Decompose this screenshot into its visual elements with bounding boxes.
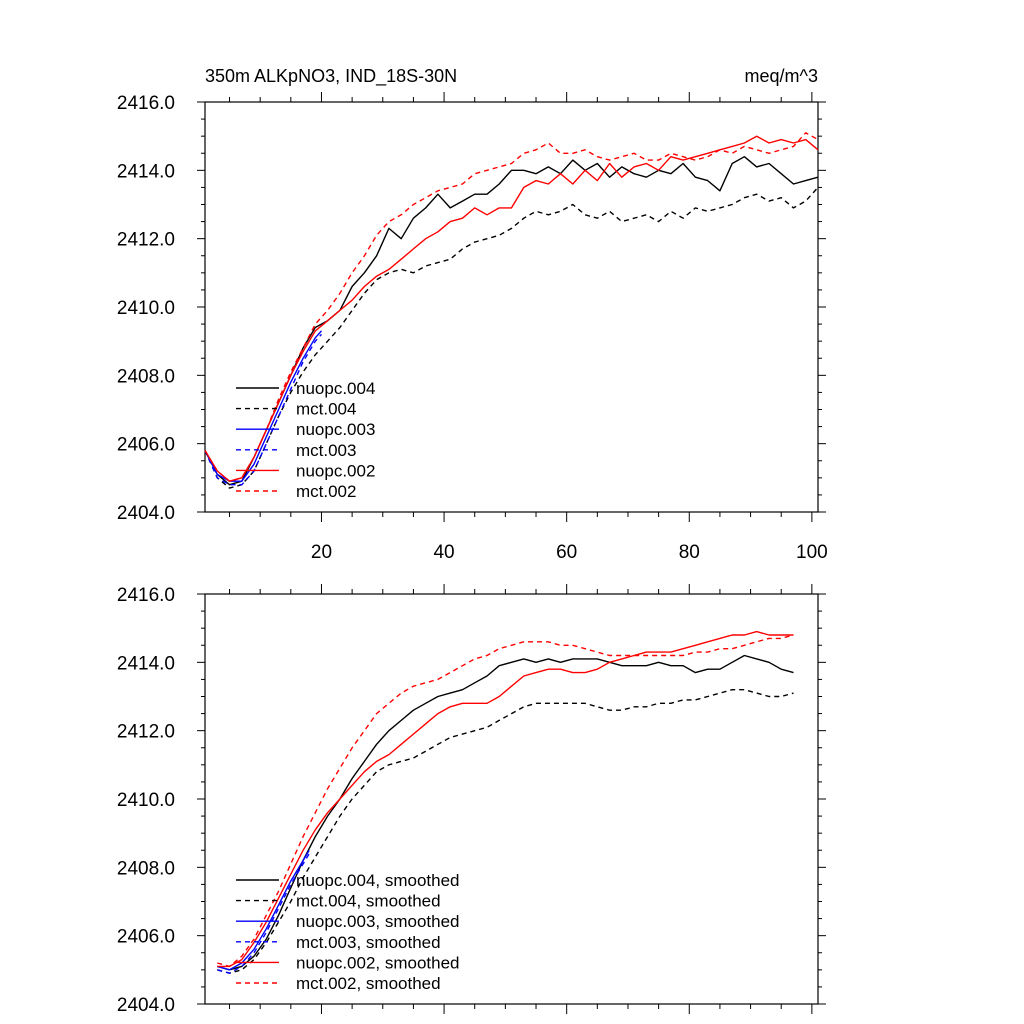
- top-series-line-nuopc-004: [204, 155, 819, 486]
- bottom-legend-label: mct.002, smoothed: [296, 974, 441, 993]
- top-x-tick-label: 100: [796, 542, 828, 563]
- bottom-legend-label: mct.003, smoothed: [296, 933, 441, 952]
- bottom-y-tick-label: 2410.0: [117, 790, 175, 811]
- top-y-tick-label: 2410.0: [117, 298, 175, 319]
- bottom-series-line-nuopc-004-smoothed: [217, 654, 794, 971]
- bottom-series-line-mct-002-smoothed: [217, 634, 794, 968]
- bottom-y-tick-label: 2412.0: [117, 722, 175, 743]
- bottom-legend-label: nuopc.002, smoothed: [296, 953, 460, 972]
- top-y-tick-label: 2412.0: [117, 230, 175, 251]
- top-y-tick-label: 2408.0: [117, 366, 175, 387]
- bottom-y-tick-label: 2404.0: [117, 995, 175, 1016]
- bottom-legend-label: nuopc.004, smoothed: [296, 871, 460, 890]
- top-x-tick-label: 40: [433, 542, 454, 563]
- top-x-tick-label: 20: [311, 542, 332, 563]
- top-chart-units: meq/m^3: [745, 66, 818, 86]
- top-y-tick-label: 2404.0: [117, 503, 175, 524]
- top-legend-label: nuopc.004: [296, 379, 375, 398]
- top-legend-label: mct.003: [296, 441, 356, 460]
- bottom-y-tick-label: 2416.0: [117, 585, 175, 606]
- top-legend-label: mct.002: [296, 482, 356, 501]
- bottom-series-line-nuopc-003-smoothed: [217, 849, 310, 971]
- bottom-y-tick-label: 2406.0: [117, 927, 175, 948]
- top-x-tick-label: 80: [679, 542, 700, 563]
- top-legend-label: mct.004: [296, 400, 356, 419]
- bottom-series-line-mct-004-smoothed: [217, 689, 794, 974]
- bottom-series-line-mct-003-smoothed: [217, 853, 310, 974]
- top-series-line-mct-003: [204, 333, 323, 486]
- top-x-tick-label: 60: [556, 542, 577, 563]
- top-panel: 350m ALKpNO3, IND_18S-30N meq/m^3 2404.0…: [117, 66, 828, 563]
- bottom-y-tick-label: 2408.0: [117, 858, 175, 879]
- top-series-line-mct-002: [204, 132, 819, 482]
- bottom-legend-label: mct.004, smoothed: [296, 892, 441, 911]
- bottom-y-tick-label: 2414.0: [117, 653, 175, 674]
- top-legend-label: nuopc.002: [296, 461, 375, 480]
- top-series-line-mct-004: [204, 186, 819, 489]
- top-series-line-nuopc-002: [204, 135, 819, 482]
- top-series-line-nuopc-003: [204, 330, 323, 482]
- top-y-tick-label: 2406.0: [117, 435, 175, 456]
- top-y-tick-label: 2414.0: [117, 161, 175, 182]
- bottom-legend-label: nuopc.003, smoothed: [296, 912, 460, 931]
- top-y-tick-label: 2416.0: [117, 93, 175, 114]
- top-chart-title: 350m ALKpNO3, IND_18S-30N: [205, 66, 457, 87]
- top-legend-label: nuopc.003: [296, 420, 375, 439]
- bottom-series-line-nuopc-002-smoothed: [217, 630, 794, 968]
- bottom-panel: 2404.0 2406.0 2408.0 2410.0 2412.0 2414.0 2416…: [117, 584, 826, 1016]
